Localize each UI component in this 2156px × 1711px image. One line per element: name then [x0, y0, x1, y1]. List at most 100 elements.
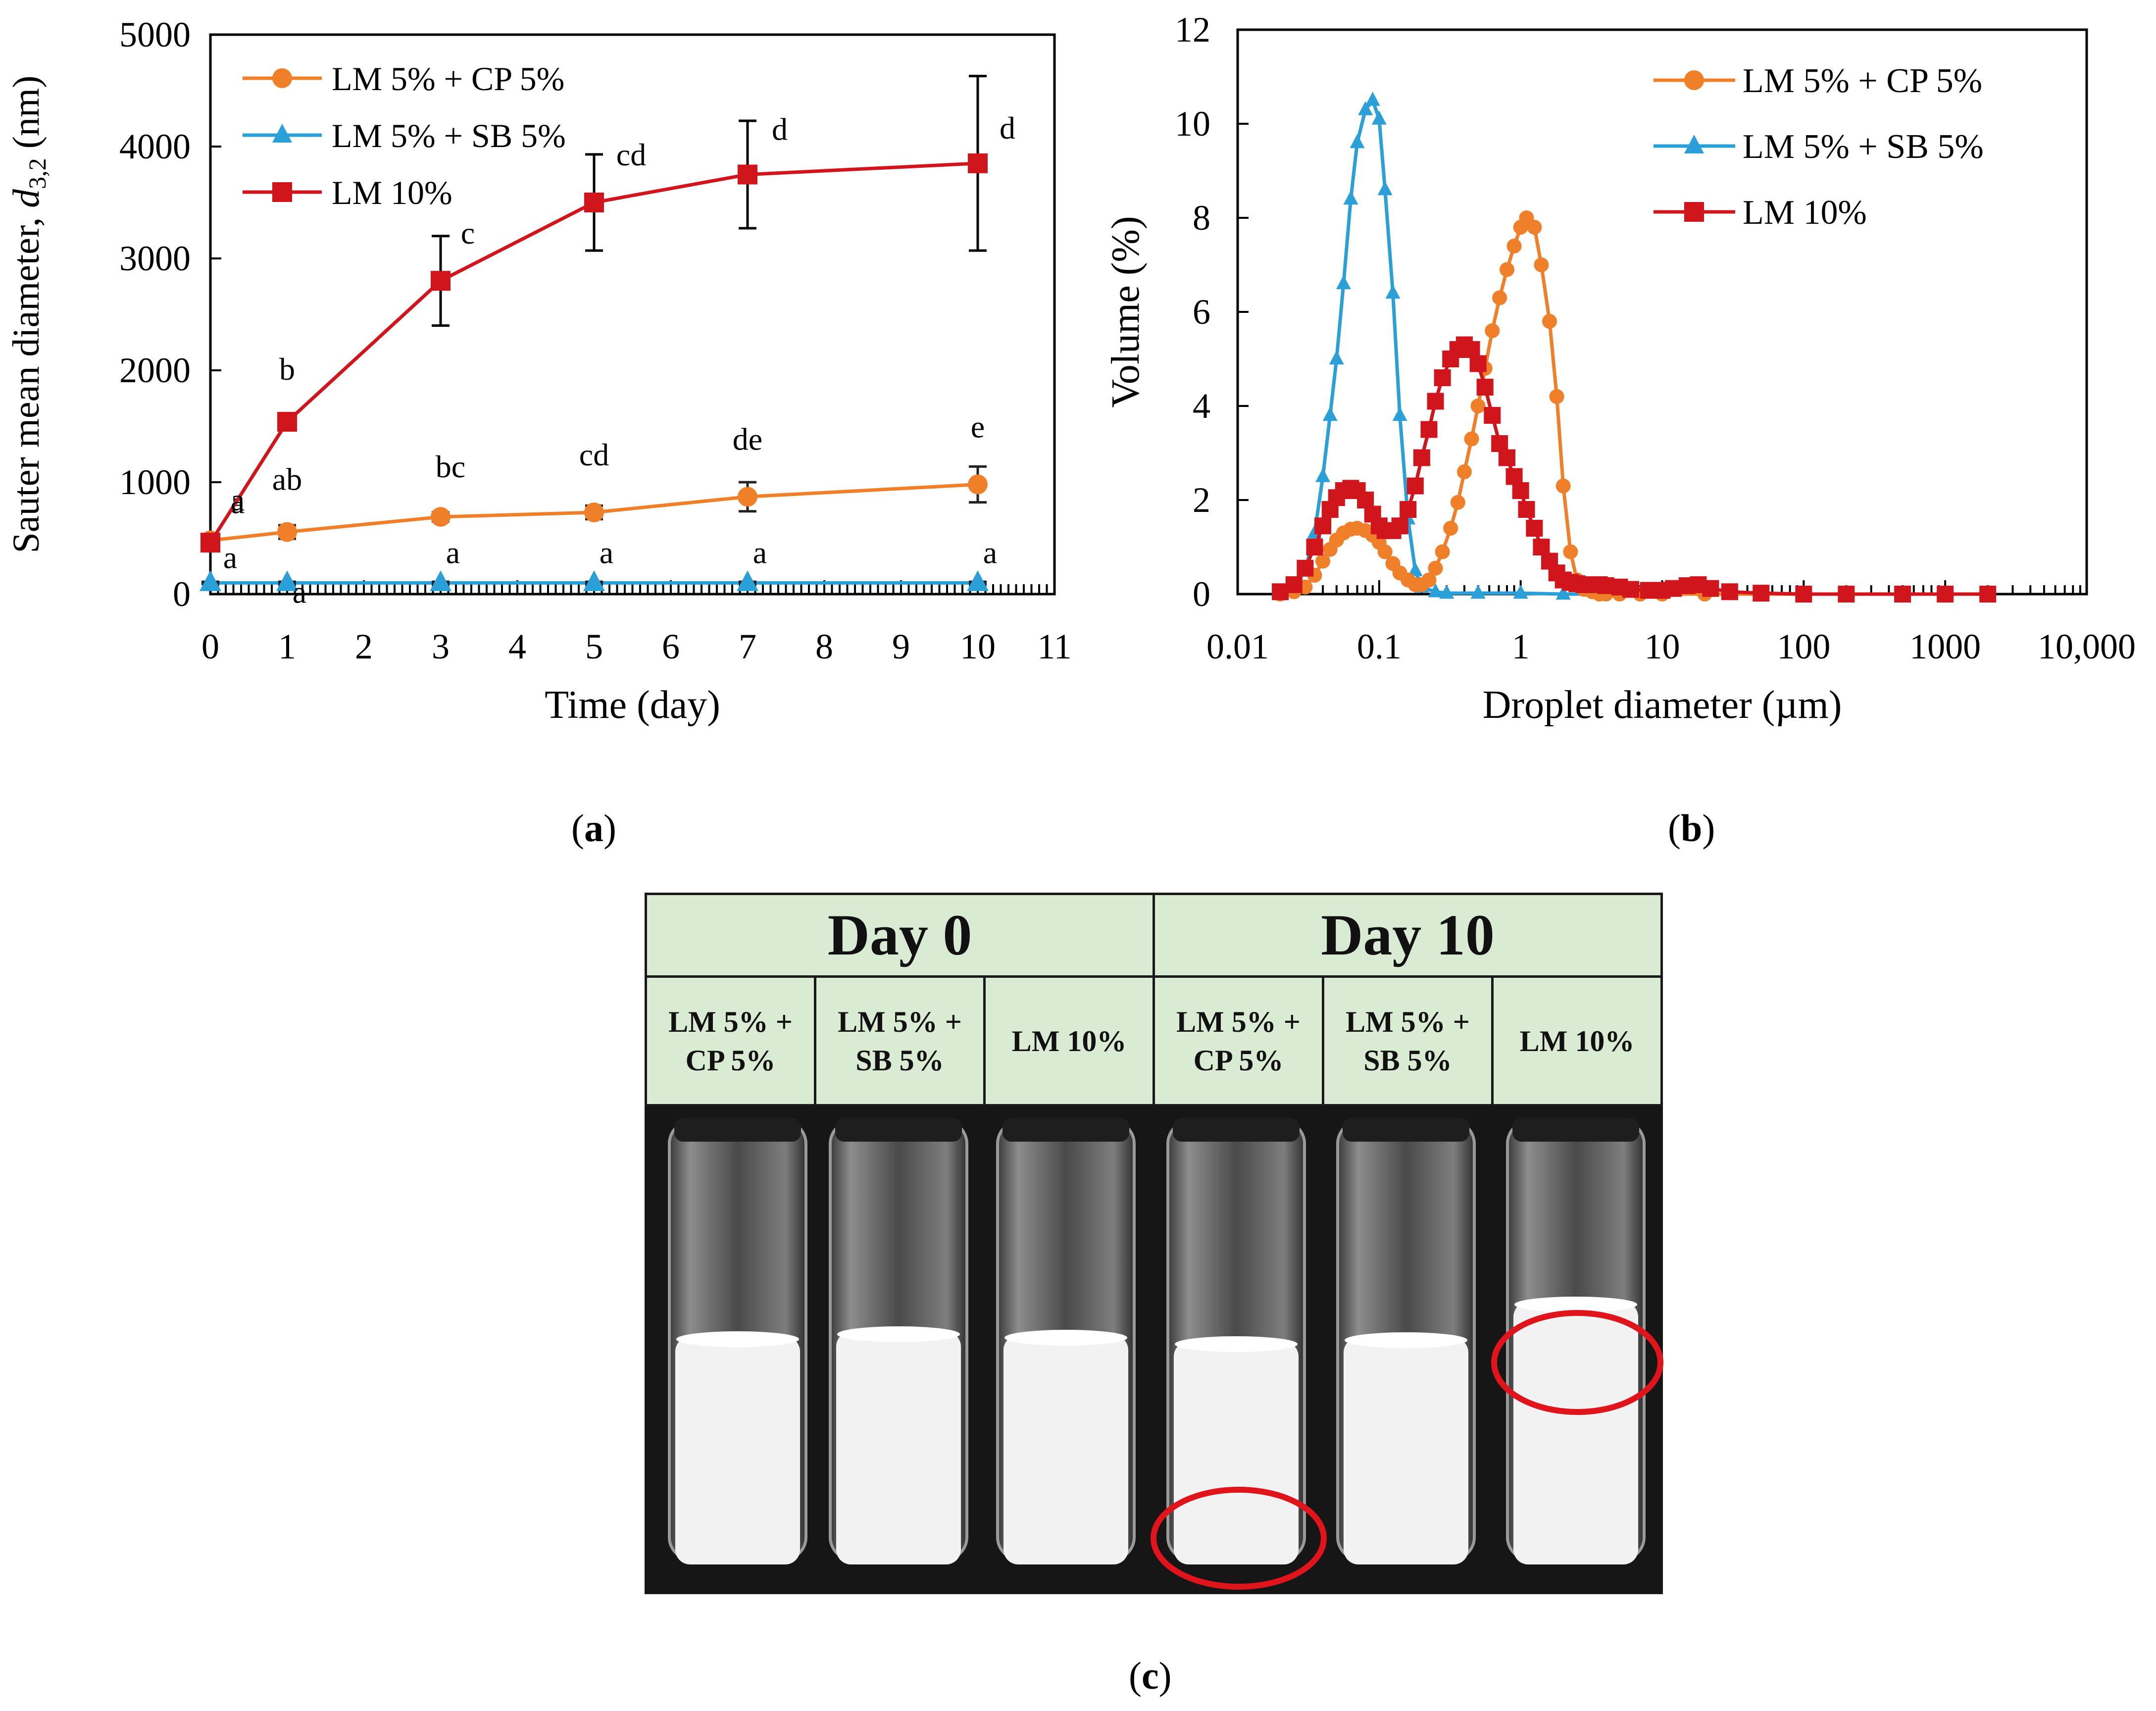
data-point — [1420, 421, 1438, 438]
panel-a-label: (a) — [571, 806, 616, 850]
y-tick-label: 12 — [1175, 10, 1210, 50]
data-point — [1343, 190, 1358, 205]
data-point — [737, 570, 758, 591]
x-tick-label: 5 — [585, 627, 603, 666]
data-point — [1428, 560, 1443, 576]
x-axis-label: Time (day) — [545, 683, 720, 727]
significance-label: b — [279, 352, 295, 387]
x-tick-label: 3 — [432, 627, 450, 666]
data-point — [1485, 323, 1500, 338]
significance-label: ab — [272, 462, 302, 497]
data-point — [1385, 284, 1401, 299]
data-point — [1400, 501, 1417, 518]
significance-label: cd — [579, 437, 609, 472]
y-tick-label: 1000 — [119, 462, 191, 502]
series-line — [209, 161, 978, 544]
data-point — [1377, 544, 1393, 559]
y-tick-label: 5000 — [119, 15, 191, 54]
data-point — [1937, 586, 1954, 603]
data-point — [1555, 585, 1571, 600]
data-point — [431, 507, 451, 527]
data-point — [1484, 407, 1501, 424]
sample-label: LM 5% + CP 5% — [645, 975, 816, 1107]
legend-marker — [272, 124, 292, 143]
x-tick-label: 6 — [662, 627, 680, 666]
data-point — [584, 193, 604, 212]
y-tick-label: 8 — [1193, 198, 1210, 238]
data-point — [1406, 477, 1424, 495]
header-day-10: Day 10 — [1153, 893, 1663, 978]
significance-label: a — [983, 535, 997, 570]
x-tick-label: 8 — [815, 627, 833, 666]
x-tick-label: 2 — [355, 627, 373, 666]
data-point — [1463, 341, 1480, 358]
data-point — [200, 570, 221, 591]
data-point — [1555, 478, 1571, 494]
emulsion-surface — [1514, 1297, 1637, 1312]
data-point — [1315, 554, 1331, 569]
data-point — [1513, 584, 1528, 599]
data-point — [1526, 520, 1543, 537]
x-tick-label: 11 — [1037, 627, 1071, 666]
data-point — [1979, 586, 1997, 603]
data-point — [1421, 572, 1437, 588]
data-point — [738, 487, 757, 507]
significance-label: de — [733, 421, 762, 456]
data-point — [277, 522, 297, 542]
vial-rim — [674, 1118, 801, 1142]
x-tick-label: 10 — [1645, 627, 1680, 666]
y-tick-label: 6 — [1193, 292, 1210, 332]
significance-label: bc — [436, 449, 465, 484]
emulsion-surface — [1345, 1332, 1467, 1348]
data-point — [1518, 501, 1535, 518]
data-point — [584, 503, 604, 523]
data-point — [1506, 239, 1522, 253]
data-point — [1329, 350, 1344, 365]
highlight-circle-layer — [1491, 1310, 1663, 1415]
data-point — [968, 153, 988, 173]
vial-rim — [1173, 1118, 1300, 1142]
x-tick-label: 0 — [201, 627, 219, 666]
chart-a-time-course: 0 1 2 3 4 5 6 7 8 9 10 11 0 1000 2000 3000 4000 5000 Time … — [5, 15, 1072, 727]
significance-label: c — [461, 215, 475, 251]
sample-label: LM 10% — [983, 975, 1155, 1107]
data-point — [1622, 581, 1640, 598]
data-point — [1314, 517, 1332, 535]
legend-label: LM 5% + CP 5% — [332, 60, 564, 98]
x-tick-label: 4 — [508, 627, 526, 666]
data-point — [1377, 181, 1393, 196]
vial-emulsion — [1344, 1338, 1468, 1564]
data-point — [1542, 314, 1557, 329]
data-point — [1476, 379, 1494, 396]
data-point — [968, 474, 988, 495]
chart-b-droplet-size-distribution: 0.01 0.1 1 10 100 1000 10,000 0 2 4 6 8 10 12 Droplet … — [1104, 10, 2136, 727]
significance-label: d — [772, 112, 788, 147]
y-axis-label: Sauter mean diameter, d3,2 (nm) — [5, 76, 51, 554]
data-point — [1350, 134, 1365, 149]
vials-photo — [645, 1105, 1663, 1594]
data-point — [1492, 290, 1507, 305]
x-tick-label: 1 — [1512, 627, 1530, 666]
legend-label: LM 10% — [332, 174, 452, 211]
y-tick-label: 3000 — [119, 239, 191, 278]
series-line — [210, 483, 978, 542]
x-tick-label: 10 — [960, 627, 996, 666]
data-point — [1499, 262, 1514, 277]
data-point — [1753, 585, 1770, 602]
emulsion-surface — [837, 1326, 960, 1342]
legend-label: LM 5% + SB 5% — [332, 117, 566, 154]
legend-marker — [1684, 202, 1704, 222]
vial-rim — [835, 1118, 962, 1142]
x-axis-label: Droplet diameter (µm) — [1483, 683, 1842, 727]
significance-label: a — [293, 574, 306, 609]
panel-c-label: (c) — [1129, 1654, 1172, 1697]
emulsion-surface — [1004, 1330, 1127, 1346]
data-point — [431, 271, 451, 291]
y-tick-label: 4 — [1193, 386, 1210, 426]
significance-label: a — [223, 540, 237, 575]
data-point — [1534, 257, 1549, 272]
vial-emulsion — [836, 1332, 961, 1564]
y-tick-label: 10 — [1175, 104, 1210, 144]
x-tick-label: 1000 — [1909, 627, 1981, 666]
